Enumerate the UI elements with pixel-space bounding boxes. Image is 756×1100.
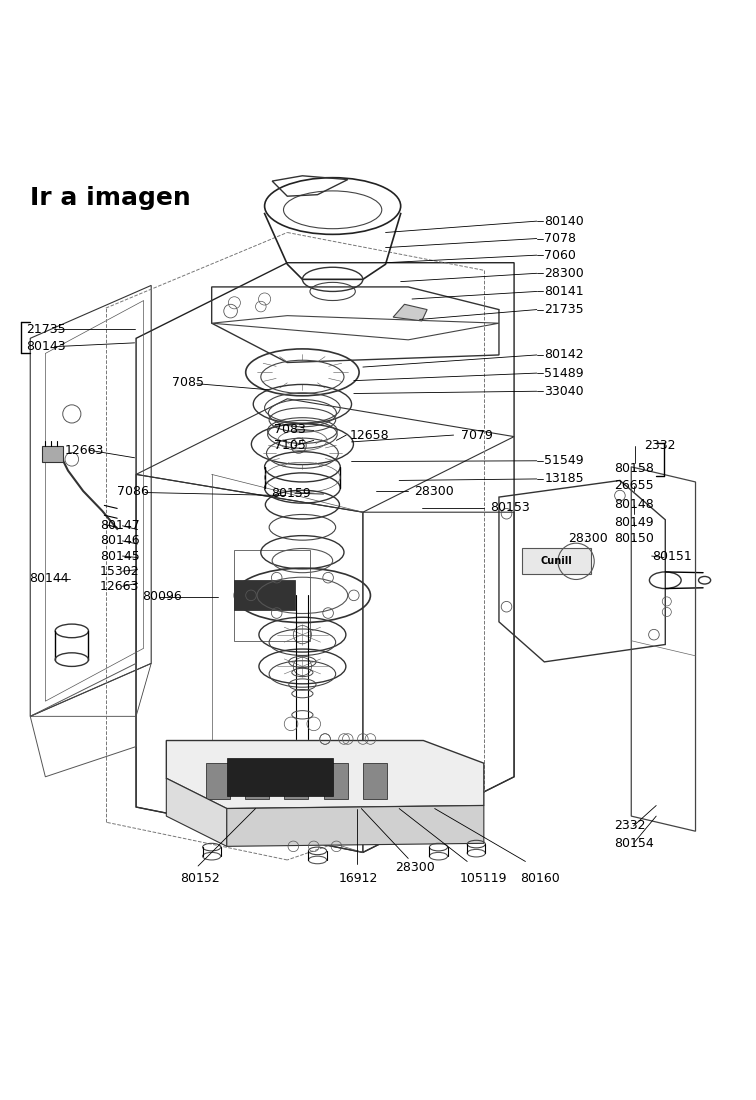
Text: 80147: 80147: [100, 519, 140, 532]
Text: 80152: 80152: [180, 872, 220, 886]
Text: 16912: 16912: [339, 872, 378, 886]
Text: 80141: 80141: [544, 285, 584, 298]
Text: 7105: 7105: [274, 439, 305, 452]
Text: 80146: 80146: [100, 535, 139, 548]
Text: 51489: 51489: [544, 366, 584, 379]
Bar: [234, 580, 295, 611]
Bar: [227, 758, 333, 795]
Polygon shape: [227, 805, 484, 846]
Text: 28300: 28300: [414, 484, 454, 497]
Text: 7079: 7079: [461, 429, 493, 441]
Text: 80142: 80142: [544, 349, 584, 362]
Text: 28300: 28300: [569, 532, 609, 546]
Text: Ir a imagen: Ir a imagen: [30, 187, 191, 210]
Text: 21735: 21735: [26, 322, 66, 335]
Text: 12658: 12658: [349, 429, 389, 441]
Polygon shape: [393, 305, 427, 321]
Text: 80149: 80149: [614, 516, 653, 528]
Text: 80160: 80160: [520, 872, 560, 886]
Text: 80096: 80096: [142, 591, 182, 604]
Text: 80144: 80144: [29, 572, 68, 585]
Text: 2332: 2332: [614, 820, 646, 833]
Text: 26655: 26655: [614, 480, 653, 492]
Text: 105119: 105119: [460, 872, 507, 886]
Text: 80148: 80148: [614, 498, 654, 512]
Text: 80153: 80153: [490, 502, 530, 514]
Text: 80150: 80150: [614, 532, 654, 546]
Text: 80154: 80154: [614, 837, 654, 850]
Text: 33040: 33040: [544, 385, 584, 398]
Bar: [42, 447, 63, 462]
Polygon shape: [166, 779, 227, 846]
Text: 80158: 80158: [614, 462, 654, 475]
Bar: [522, 549, 591, 574]
Text: 12663: 12663: [100, 580, 139, 593]
Bar: [324, 763, 348, 800]
Bar: [284, 763, 308, 800]
Text: 7083: 7083: [274, 422, 305, 436]
Bar: [206, 763, 230, 800]
Text: 51549: 51549: [544, 454, 584, 467]
Text: 28300: 28300: [544, 267, 584, 279]
Text: 80159: 80159: [271, 487, 311, 499]
Text: Cunill: Cunill: [541, 557, 572, 566]
Bar: [363, 763, 387, 800]
Bar: [234, 550, 310, 640]
Text: 2332: 2332: [644, 439, 676, 452]
Bar: [245, 763, 269, 800]
Polygon shape: [166, 740, 484, 808]
Text: 13185: 13185: [544, 472, 584, 485]
Text: 28300: 28300: [395, 861, 435, 875]
Text: 80151: 80151: [652, 550, 692, 562]
Text: 7085: 7085: [172, 376, 204, 388]
Text: 80143: 80143: [26, 340, 66, 353]
Text: 21735: 21735: [544, 304, 584, 316]
Text: 15302: 15302: [100, 564, 139, 578]
Text: 7078: 7078: [544, 232, 576, 245]
Text: 80140: 80140: [544, 214, 584, 228]
Text: 7086: 7086: [117, 484, 149, 497]
Text: 12663: 12663: [64, 443, 104, 456]
Text: 7060: 7060: [544, 249, 576, 262]
Text: 80145: 80145: [100, 550, 140, 562]
